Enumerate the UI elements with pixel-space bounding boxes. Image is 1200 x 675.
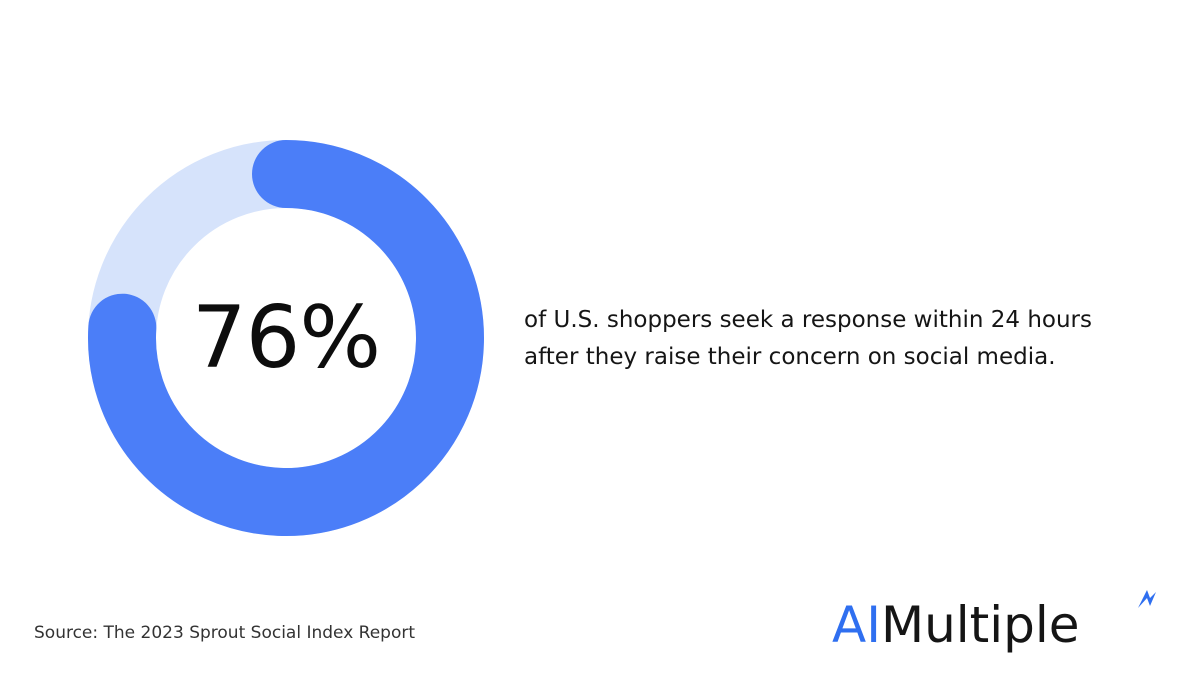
percentage-value: 76% [191,288,381,388]
spark-icon [1138,590,1156,608]
caption-line: of U.S. shoppers seek a response within … [524,307,1092,333]
donut-value-arc [88,140,484,536]
logo-multiple-text: Multiple [880,596,1080,654]
logo-ai-text: AI [832,596,881,654]
aimultiple-logo: AIMultiple [832,592,1080,662]
caption-line: after they raise their concern on social… [524,344,1056,370]
stat-caption: of U.S. shoppers seek a response within … [524,302,1184,376]
source-note: Source: The 2023 Sprout Social Index Rep… [34,623,416,643]
donut-chart [88,140,484,536]
